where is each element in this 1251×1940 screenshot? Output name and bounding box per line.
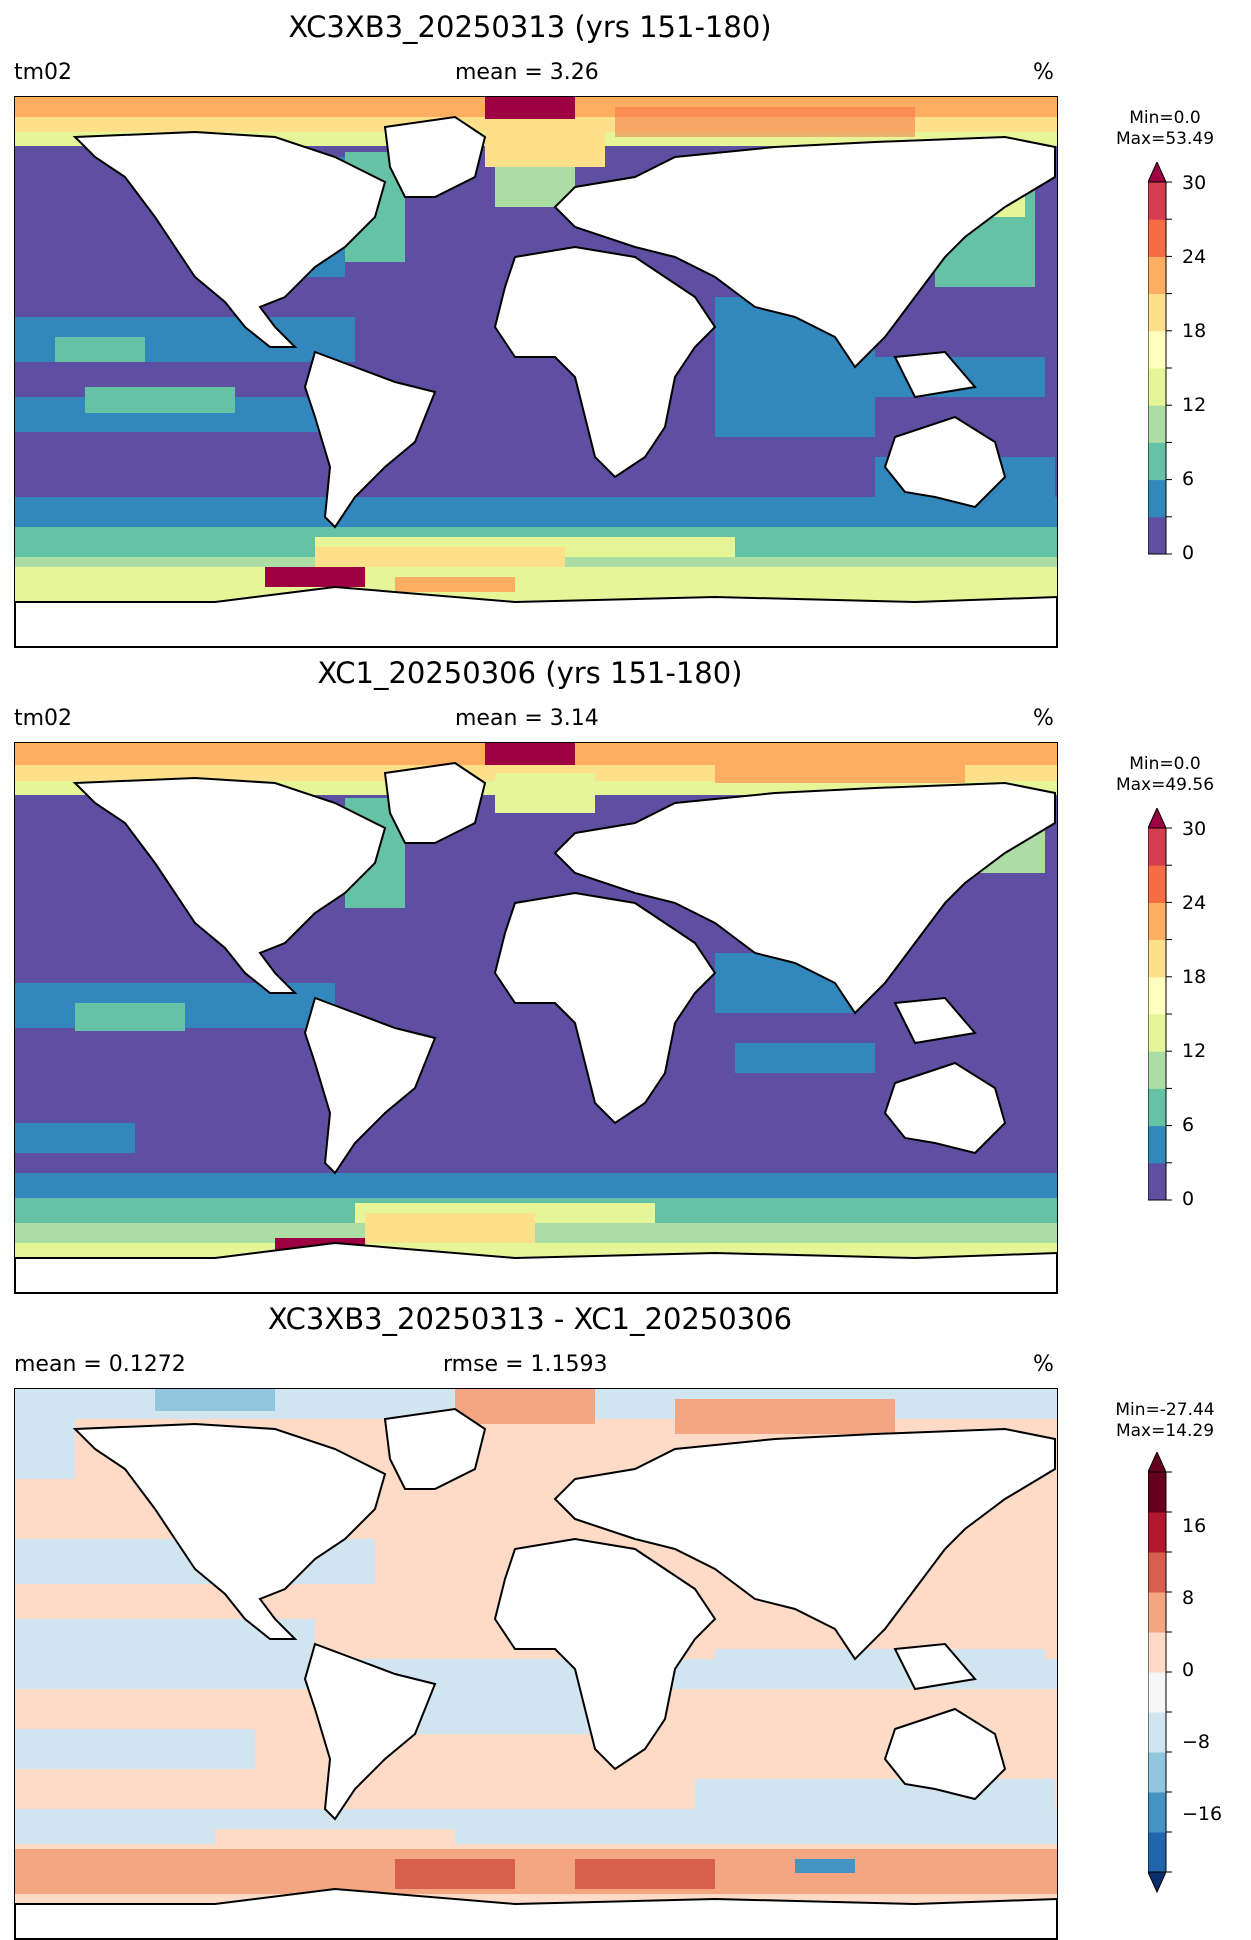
tick-label: −16 xyxy=(1182,1803,1223,1825)
tick-label: 30 xyxy=(1182,818,1207,840)
variable-label: tm02 xyxy=(14,706,73,731)
tick-label: 6 xyxy=(1182,1114,1195,1136)
colorbar-stats: Min=0.0 Max=53.49 xyxy=(1090,108,1240,150)
colorbar-segment xyxy=(1148,1832,1166,1873)
mean-label: mean = 0.1272 xyxy=(14,1352,186,1377)
colorbar-extend-arrow-top xyxy=(1148,1452,1167,1473)
colorbar-segment xyxy=(1148,1712,1166,1753)
colorbar-segment xyxy=(1148,256,1166,295)
colorbar-extend-arrow xyxy=(1148,808,1167,829)
tick-label: 0 xyxy=(1182,1659,1195,1681)
tick-label: 12 xyxy=(1182,394,1207,416)
tick-label: 16 xyxy=(1182,1515,1207,1537)
colorbar xyxy=(1148,1452,1172,1894)
colorbar-segment xyxy=(1148,405,1166,443)
panel-title: XC1_20250306 (yrs 151-180) xyxy=(317,656,743,690)
map-field xyxy=(14,96,1058,648)
colorbar-segment xyxy=(1148,1472,1166,1513)
colorbar-segment xyxy=(1148,1014,1166,1052)
tick-label: −8 xyxy=(1182,1731,1211,1753)
min-value: Min=0.0 xyxy=(1129,754,1201,774)
colorbar xyxy=(1148,162,1172,555)
mean-label: mean = 3.26 xyxy=(455,60,599,85)
unit-label: % xyxy=(1033,60,1054,85)
tick-label: 30 xyxy=(1182,172,1207,194)
colorbar xyxy=(1148,808,1172,1201)
tick-label: 8 xyxy=(1182,1587,1195,1609)
colorbar-stats: Min=0.0 Max=49.56 xyxy=(1090,754,1240,796)
tick-label: 18 xyxy=(1182,320,1207,342)
colorbar-segment xyxy=(1148,1125,1166,1164)
colorbar-segment xyxy=(1148,1512,1166,1553)
variable-label: tm02 xyxy=(14,60,73,85)
colorbar-segment xyxy=(1148,219,1166,257)
tick-label: 0 xyxy=(1182,1188,1195,1210)
panel-title: XC3XB3_20250313 - XC1_20250306 xyxy=(267,1302,793,1336)
colorbar-segment xyxy=(1148,1592,1166,1633)
colorbar-segment xyxy=(1148,902,1166,941)
colorbar-segment xyxy=(1148,1051,1166,1089)
panel-title: XC3XB3_20250313 (yrs 151-180) xyxy=(288,10,772,44)
unit-label: % xyxy=(1033,1352,1054,1377)
colorbar-segment xyxy=(1148,368,1166,406)
tick-label: 0 xyxy=(1182,542,1195,564)
colorbar-segment xyxy=(1148,182,1166,220)
colorbar-segment xyxy=(1148,293,1166,332)
max-value: Max=49.56 xyxy=(1115,775,1215,795)
tick-label: 6 xyxy=(1182,468,1195,490)
tick-label: 24 xyxy=(1182,246,1207,268)
colorbar-segment xyxy=(1148,1088,1166,1127)
min-value: Min=0.0 xyxy=(1129,108,1201,128)
rmse-label: rmse = 1.1593 xyxy=(443,1352,608,1377)
tick-label: 12 xyxy=(1182,1040,1207,1062)
colorbar-segment xyxy=(1148,828,1166,866)
colorbar-segment xyxy=(1148,976,1166,1015)
colorbar-segment xyxy=(1148,1672,1166,1713)
colorbar-extend-arrow-bottom xyxy=(1148,1871,1167,1894)
map-field xyxy=(14,1388,1058,1940)
max-value: Max=14.29 xyxy=(1115,1421,1215,1441)
min-value: Min=-27.44 xyxy=(1115,1400,1215,1420)
mean-label: mean = 3.14 xyxy=(455,706,599,731)
colorbar-segment xyxy=(1148,1552,1166,1593)
colorbar-segment xyxy=(1148,330,1166,369)
colorbar-segment xyxy=(1148,1792,1166,1833)
colorbar-segment xyxy=(1148,1752,1166,1793)
map-field xyxy=(14,742,1058,1294)
tick-label: 24 xyxy=(1182,892,1207,914)
colorbar-extend-arrow xyxy=(1148,162,1167,183)
colorbar-segment xyxy=(1148,442,1166,481)
colorbar-segment xyxy=(1148,1632,1166,1673)
colorbar-segment xyxy=(1148,516,1166,555)
colorbar-segment xyxy=(1148,479,1166,518)
colorbar-segment xyxy=(1148,1162,1166,1201)
tick-label: 18 xyxy=(1182,966,1207,988)
colorbar-segment xyxy=(1148,865,1166,903)
max-value: Max=53.49 xyxy=(1115,129,1215,149)
colorbar-stats: Min=-27.44 Max=14.29 xyxy=(1090,1400,1240,1442)
colorbar-segment xyxy=(1148,939,1166,978)
unit-label: % xyxy=(1033,706,1054,731)
